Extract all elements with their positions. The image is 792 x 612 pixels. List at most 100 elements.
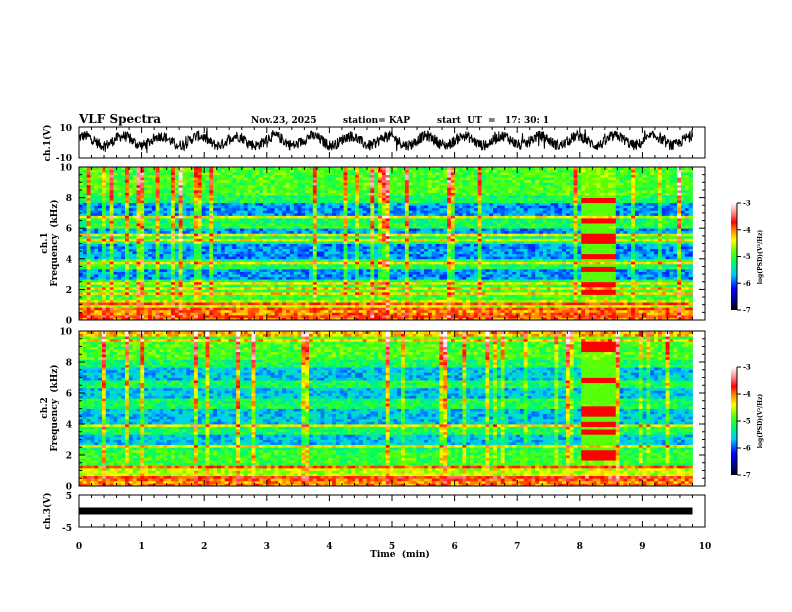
spectrogram-cell	[98, 182, 103, 186]
spectrogram-cell	[136, 317, 141, 321]
spectrogram-cell	[182, 210, 187, 214]
spectrogram-cell	[171, 174, 176, 178]
spectrogram-cell	[378, 281, 383, 285]
spectrogram-cell	[309, 258, 314, 262]
spectrogram-cell	[293, 261, 298, 265]
spectrogram-cell	[255, 210, 260, 214]
spectrogram-cell	[217, 299, 222, 303]
spectrogram-cell	[301, 189, 306, 193]
spectrogram-cell	[328, 172, 333, 176]
spectrogram-cell	[270, 307, 275, 311]
spectrogram-cell	[251, 202, 256, 206]
spectrogram-cell	[220, 291, 226, 295]
spectrogram-cell	[201, 248, 206, 252]
spectrogram-cell	[102, 307, 107, 311]
spectrogram-cell	[343, 291, 348, 295]
spectrogram-cell	[132, 184, 137, 188]
spectrogram-cell	[102, 225, 107, 229]
spectrogram-cell	[220, 192, 226, 196]
spectrogram-cell	[385, 258, 390, 262]
spectrogram-cell	[274, 309, 279, 313]
spectrogram-cell	[117, 177, 122, 181]
spectrogram-cell	[278, 289, 283, 293]
spectrogram-cell	[297, 258, 302, 262]
spectrogram-cell	[378, 174, 383, 178]
spectrogram-cell	[194, 230, 199, 234]
spectrogram-cell	[140, 184, 145, 188]
spectrogram-cell	[82, 179, 88, 183]
spectrogram-cell	[209, 284, 214, 288]
spectrogram-cell	[205, 263, 210, 267]
spectrogram-cell	[263, 307, 268, 311]
spectrogram-cell	[148, 258, 153, 262]
spectrogram-cell	[128, 172, 134, 176]
spectrogram-cell	[86, 289, 91, 293]
spectrogram-cell	[289, 299, 295, 303]
spectrogram-cell	[328, 177, 333, 181]
spectrogram-cell	[102, 235, 107, 239]
spectrogram-cell	[381, 207, 387, 211]
spectrogram-cell	[182, 230, 187, 234]
spectrogram-cell	[312, 233, 318, 237]
spectrogram-cell	[94, 269, 99, 272]
spectrogram-cell	[144, 215, 149, 219]
spectrogram-cell	[328, 184, 333, 188]
spectrogram-cell	[343, 184, 348, 188]
spectrogram-cell	[98, 240, 103, 244]
spectrogram-cell	[289, 307, 295, 311]
spectrogram-cell	[351, 195, 356, 198]
spectrogram-cell	[209, 202, 214, 206]
spectrogram-cell	[347, 312, 352, 316]
spectrogram-cell	[286, 297, 291, 300]
spectrogram-cell	[125, 189, 130, 193]
spectrogram-cell	[374, 269, 379, 272]
spectrogram-cell	[355, 207, 360, 211]
spectrogram-cell	[151, 189, 157, 193]
spectrogram-cell	[98, 314, 103, 318]
spectrogram-cell	[274, 220, 279, 224]
spectrogram-cell	[182, 304, 187, 308]
spectrogram-cell	[286, 172, 291, 176]
spectrogram-cell	[343, 220, 348, 224]
spectrogram-cell	[247, 195, 252, 198]
spectrogram-cell	[105, 228, 111, 232]
spectrogram-cell	[194, 215, 199, 219]
spectrogram-cell	[274, 225, 279, 229]
spectrogram-cell	[109, 235, 114, 239]
spectrogram-cell	[201, 182, 206, 186]
spectrogram-cell	[236, 314, 241, 318]
spectrogram-cell	[102, 243, 107, 247]
spectrogram-cell	[148, 248, 153, 252]
spectrogram-cell	[98, 281, 103, 285]
spectrogram-cell	[121, 184, 126, 188]
spectrogram-cell	[362, 261, 367, 265]
spectrogram-cell	[178, 189, 183, 193]
spectrogram-cell	[128, 309, 134, 313]
spectrogram-cell	[213, 197, 218, 201]
spectrogram-cell	[297, 243, 302, 247]
spectrogram-cell	[347, 302, 352, 306]
spectrogram-cell	[217, 261, 222, 265]
spectrogram-cell	[167, 297, 172, 300]
spectrogram-cell	[201, 177, 206, 181]
spectrogram-cell	[194, 187, 199, 191]
spectrogram-cell	[148, 251, 153, 255]
spectrogram-cell	[98, 238, 103, 242]
spectrogram-cell	[266, 179, 272, 183]
spectrogram-cell	[217, 184, 222, 188]
spectrogram-cell	[316, 225, 321, 229]
spectrogram-cell	[167, 304, 172, 308]
spectrogram-cell	[217, 251, 222, 255]
spectrogram-cell	[182, 289, 187, 293]
spectrogram-cell	[274, 228, 279, 232]
spectrogram-cell	[174, 248, 180, 252]
spectrogram-cell	[144, 205, 149, 209]
spectrogram-cell	[232, 256, 237, 260]
spectrogram-cell	[217, 286, 222, 290]
spectrogram-cell	[255, 291, 260, 295]
spectrogram-cell	[117, 253, 122, 257]
spectrogram-cell	[228, 172, 233, 176]
spectrogram-cell	[385, 167, 390, 170]
spectrogram-cell	[316, 182, 321, 186]
spectrogram-cell	[109, 314, 114, 318]
